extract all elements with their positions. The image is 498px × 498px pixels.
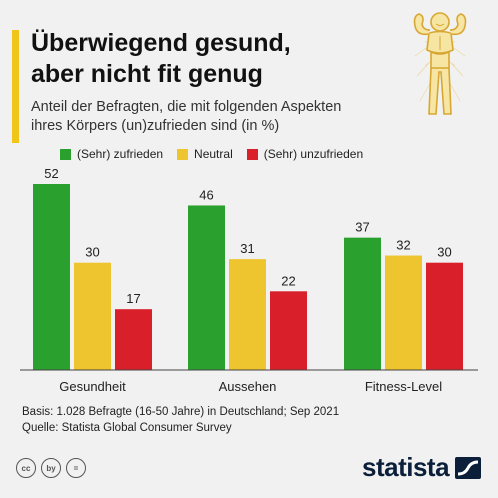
legend-item-satisfied: (Sehr) zufrieden [60, 147, 163, 161]
title-line-2: aber nicht fit genug [31, 60, 263, 88]
footer-basis: Basis: 1.028 Befragte (16-50 Jahre) in D… [22, 406, 340, 418]
bar-value-label: 52 [44, 166, 58, 181]
bar [344, 237, 381, 370]
subtitle-line-2: ihres Körpers (un)zufrieden sind (in %) [31, 118, 280, 134]
legend-swatch-red [246, 148, 258, 160]
bar-value-label: 17 [126, 291, 140, 306]
title-line-1: Überwiegend gesund, [31, 29, 291, 57]
chart-footer: Basis: 1.028 Befragte (16-50 Jahre) in D… [22, 404, 339, 436]
chart-title: Überwiegend gesund, aber nicht fit genug [31, 28, 371, 90]
legend-label-satisfied: (Sehr) zufrieden [77, 147, 164, 161]
bar-value-label: 37 [355, 220, 369, 235]
chart-subtitle: Anteil der Befragten, die mit folgenden … [31, 98, 411, 136]
subtitle-line-1: Anteil der Befragten, die mit folgenden … [31, 99, 342, 115]
no-derivatives-icon: = [66, 458, 86, 478]
statista-brand: statista [362, 452, 482, 483]
bar-value-label: 46 [199, 187, 213, 202]
chart-legend: (Sehr) zufrieden Neutral (Sehr) unzufrie… [60, 147, 363, 161]
legend-swatch-green [60, 148, 71, 160]
bar [229, 259, 266, 370]
attribution-icon: by [41, 458, 61, 478]
legend-item-unsatisfied: (Sehr) unzufrieden [246, 147, 364, 161]
bar-value-label: 30 [85, 245, 99, 260]
bar-value-label: 22 [281, 273, 295, 288]
bar-value-label: 31 [240, 241, 254, 256]
bar [270, 291, 307, 370]
category-label: Fitness-Level [365, 379, 442, 394]
bar [74, 262, 111, 370]
bar-chart: 52 30 17 Gesundheit 46 31 22 Aussehen 37 32 30 Fitn… [20, 166, 478, 394]
footer-source: Quelle: Statista Global Consumer Survey [22, 422, 232, 434]
title-accent-bar [12, 30, 19, 143]
legend-label-neutral: Neutral [194, 147, 233, 161]
legend-label-unsatisfied: (Sehr) unzufrieden [263, 147, 364, 161]
category-label: Aussehen [219, 379, 277, 394]
category-label: Gesundheit [59, 379, 126, 394]
bar-value-label: 32 [396, 238, 410, 253]
statista-logo-icon [455, 456, 482, 479]
creative-commons-icon: cc [16, 458, 36, 478]
bar [115, 309, 152, 370]
bar-value-label: 30 [437, 245, 451, 260]
strongman-illustration-icon [413, 12, 467, 115]
bar [33, 184, 70, 370]
legend-swatch-yellow [177, 148, 189, 160]
legend-item-neutral: Neutral [177, 147, 233, 161]
bar [188, 205, 225, 370]
bar [385, 255, 422, 370]
statista-wordmark: statista [362, 452, 450, 482]
bar [426, 262, 463, 370]
license-icons: cc by = [16, 458, 86, 478]
